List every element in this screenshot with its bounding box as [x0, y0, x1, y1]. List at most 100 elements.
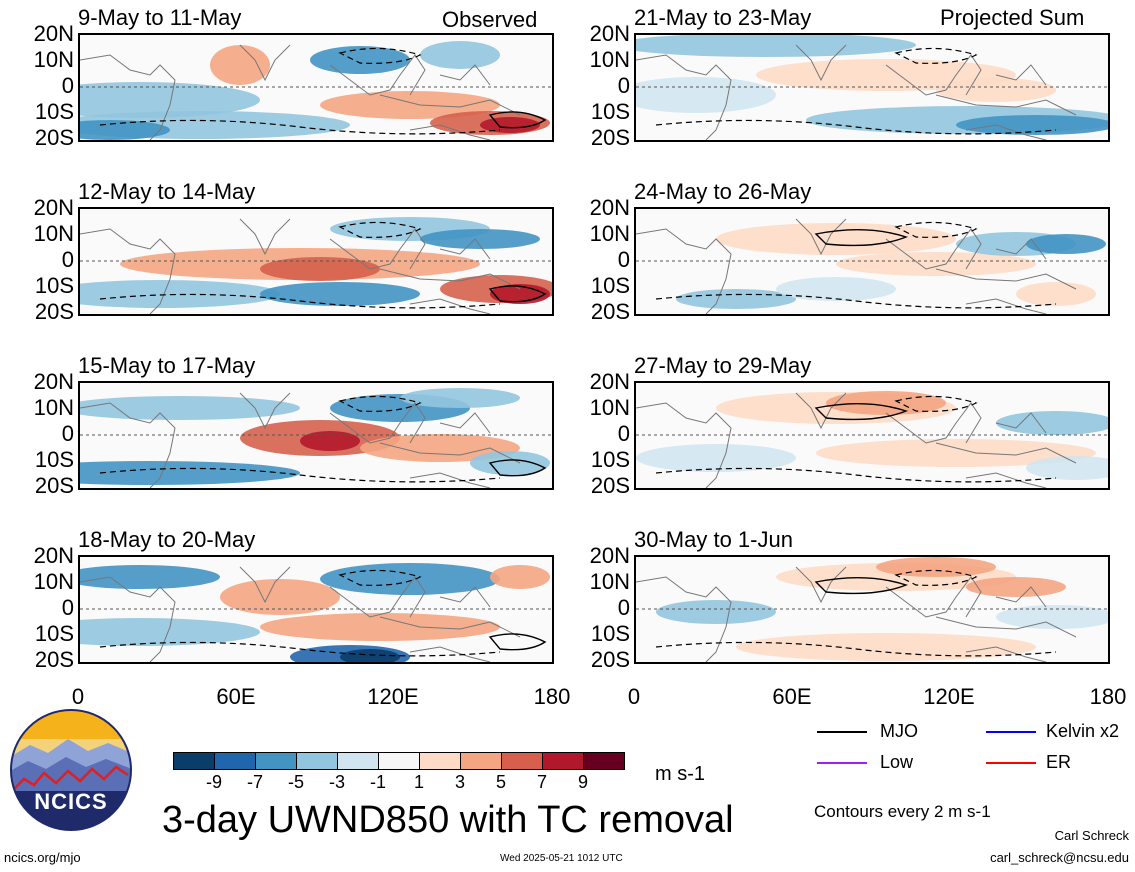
anomaly-shading	[1026, 456, 1108, 480]
anomaly-shading	[260, 613, 500, 641]
negative-contour	[99, 47, 501, 135]
anomaly-shading	[420, 41, 500, 69]
lon-label-60e-right: 60E	[772, 684, 812, 709]
negative-contour	[655, 221, 1057, 309]
mjo-contour	[488, 459, 547, 477]
main-title: 3-day UWND850 with TC removal	[162, 799, 734, 841]
lat-label-right-2-4: 20S	[590, 299, 630, 324]
colorbar-swatch	[378, 752, 420, 770]
lon-label-0-left: 0	[71, 684, 85, 709]
anomaly-shading	[80, 618, 260, 646]
footer-email: carl_schreck@ncsu.edu	[990, 850, 1129, 865]
colorbar-swatch	[419, 752, 461, 770]
legend-low-line	[817, 762, 867, 764]
lat-label-right-4-2: 0	[617, 595, 630, 620]
anomaly-shading	[80, 565, 220, 589]
lat-label-right-4-3: 10S	[590, 621, 630, 646]
coastline	[80, 566, 521, 662]
map-panel-5	[634, 33, 1110, 142]
anomaly-shading	[420, 229, 540, 249]
negative-contour	[655, 395, 1057, 483]
colorbar-swatch	[337, 752, 379, 770]
lon-label-0-right: 0	[627, 684, 641, 709]
coastline	[80, 218, 521, 314]
anomaly-shading	[220, 579, 340, 615]
panel-title-4: 18-May to 20-May	[78, 527, 256, 552]
map-panel-1	[78, 33, 554, 142]
footer-author: Carl Schreck	[1054, 828, 1129, 843]
anomaly-shading	[1026, 234, 1106, 254]
lon-label-60e-left: 60E	[216, 684, 256, 709]
footer-url: ncics.org/mjo	[4, 850, 81, 865]
coastline	[80, 392, 521, 488]
lat-label-right-3-2: 0	[617, 421, 630, 446]
lat-label-left-3-1: 10N	[33, 395, 74, 420]
lat-label-right-3-1: 10N	[589, 395, 630, 420]
lat-label-left-1-2: 0	[61, 73, 74, 98]
lat-label-left-3-4: 20S	[34, 473, 74, 498]
panel-title-5: 21-May to 23-May	[634, 5, 812, 30]
mjo-contour	[814, 402, 909, 421]
coastline	[636, 44, 1077, 140]
lat-label-left-3-3: 10S	[34, 447, 74, 472]
colorbar-tick-label: 3	[454, 772, 465, 792]
mjo-contour	[488, 633, 547, 651]
panel-title-2: 12-May to 14-May	[78, 179, 256, 204]
panel-title-3: 15-May to 17-May	[78, 353, 256, 378]
anomaly-shading	[656, 600, 776, 624]
footer-timestamp: Wed 2025-05-21 1012 UTC	[500, 853, 623, 864]
lon-label-180-left: 180	[533, 684, 571, 709]
colorbar-tick-label: -5	[287, 772, 304, 792]
mjo-contour	[488, 285, 547, 303]
coastline	[636, 218, 1077, 314]
anomaly-shading	[636, 444, 796, 472]
lat-label-left-4-1: 10N	[33, 569, 74, 594]
mjo-contour	[814, 576, 909, 595]
anomaly-shading	[736, 633, 1036, 661]
lat-label-left-4-0: 20N	[33, 543, 74, 568]
lat-label-left-2-0: 20N	[33, 195, 74, 220]
legend-mjo-line	[817, 731, 867, 733]
lat-label-left-3-0: 20N	[33, 369, 74, 394]
anomaly-shading	[80, 396, 300, 420]
lat-label-left-2-4: 20S	[34, 299, 74, 324]
colorbar-tick-label: -7	[246, 772, 263, 792]
anomaly-shading	[400, 388, 520, 408]
colorbar-tick-label: 7	[536, 772, 547, 792]
lat-label-left-1-4: 20S	[34, 125, 74, 150]
anomaly-shading	[836, 252, 1036, 276]
anomaly-shading	[636, 77, 776, 113]
anomaly-shading	[300, 431, 360, 451]
negative-contour	[99, 221, 501, 309]
lat-label-right-1-1: 10N	[589, 47, 630, 72]
map-panel-2	[78, 207, 554, 316]
panel-title-7: 27-May to 29-May	[634, 353, 812, 378]
colorbar-swatch	[296, 752, 338, 770]
legend-mjo-label: MJO	[880, 721, 918, 741]
lat-label-left-3-2: 0	[61, 421, 74, 446]
legend-kelvin-line	[986, 731, 1036, 733]
negative-contour	[99, 395, 501, 483]
anomaly-shading	[876, 557, 996, 577]
legend-low-label: Low	[880, 752, 914, 772]
anomaly-shading	[996, 605, 1108, 629]
lat-label-right-4-0: 20N	[589, 543, 630, 568]
colorbar-tick-label: 9	[577, 772, 588, 792]
lat-label-right-1-2: 0	[617, 73, 630, 98]
anomaly-shading	[480, 117, 540, 133]
observed-label: Observed	[442, 7, 538, 32]
panel-title-8: 30-May to 1-Jun	[634, 527, 793, 552]
colorbar-tick-label: 5	[495, 772, 506, 792]
colorbar-swatch	[460, 752, 502, 770]
lat-label-left-2-1: 10N	[33, 221, 74, 246]
anomaly-shading	[310, 46, 410, 74]
lat-label-right-1-0: 20N	[589, 21, 630, 46]
anomaly-shading	[80, 461, 300, 485]
lat-label-left-2-2: 0	[61, 247, 74, 272]
lat-label-right-2-0: 20N	[589, 195, 630, 220]
anomaly-shading	[320, 563, 500, 595]
ncics-logo: NCICS	[10, 709, 132, 831]
lat-label-right-1-3: 10S	[590, 99, 630, 124]
anomaly-shading	[80, 82, 260, 118]
panel-title-1: 9-May to 11-May	[78, 5, 242, 30]
